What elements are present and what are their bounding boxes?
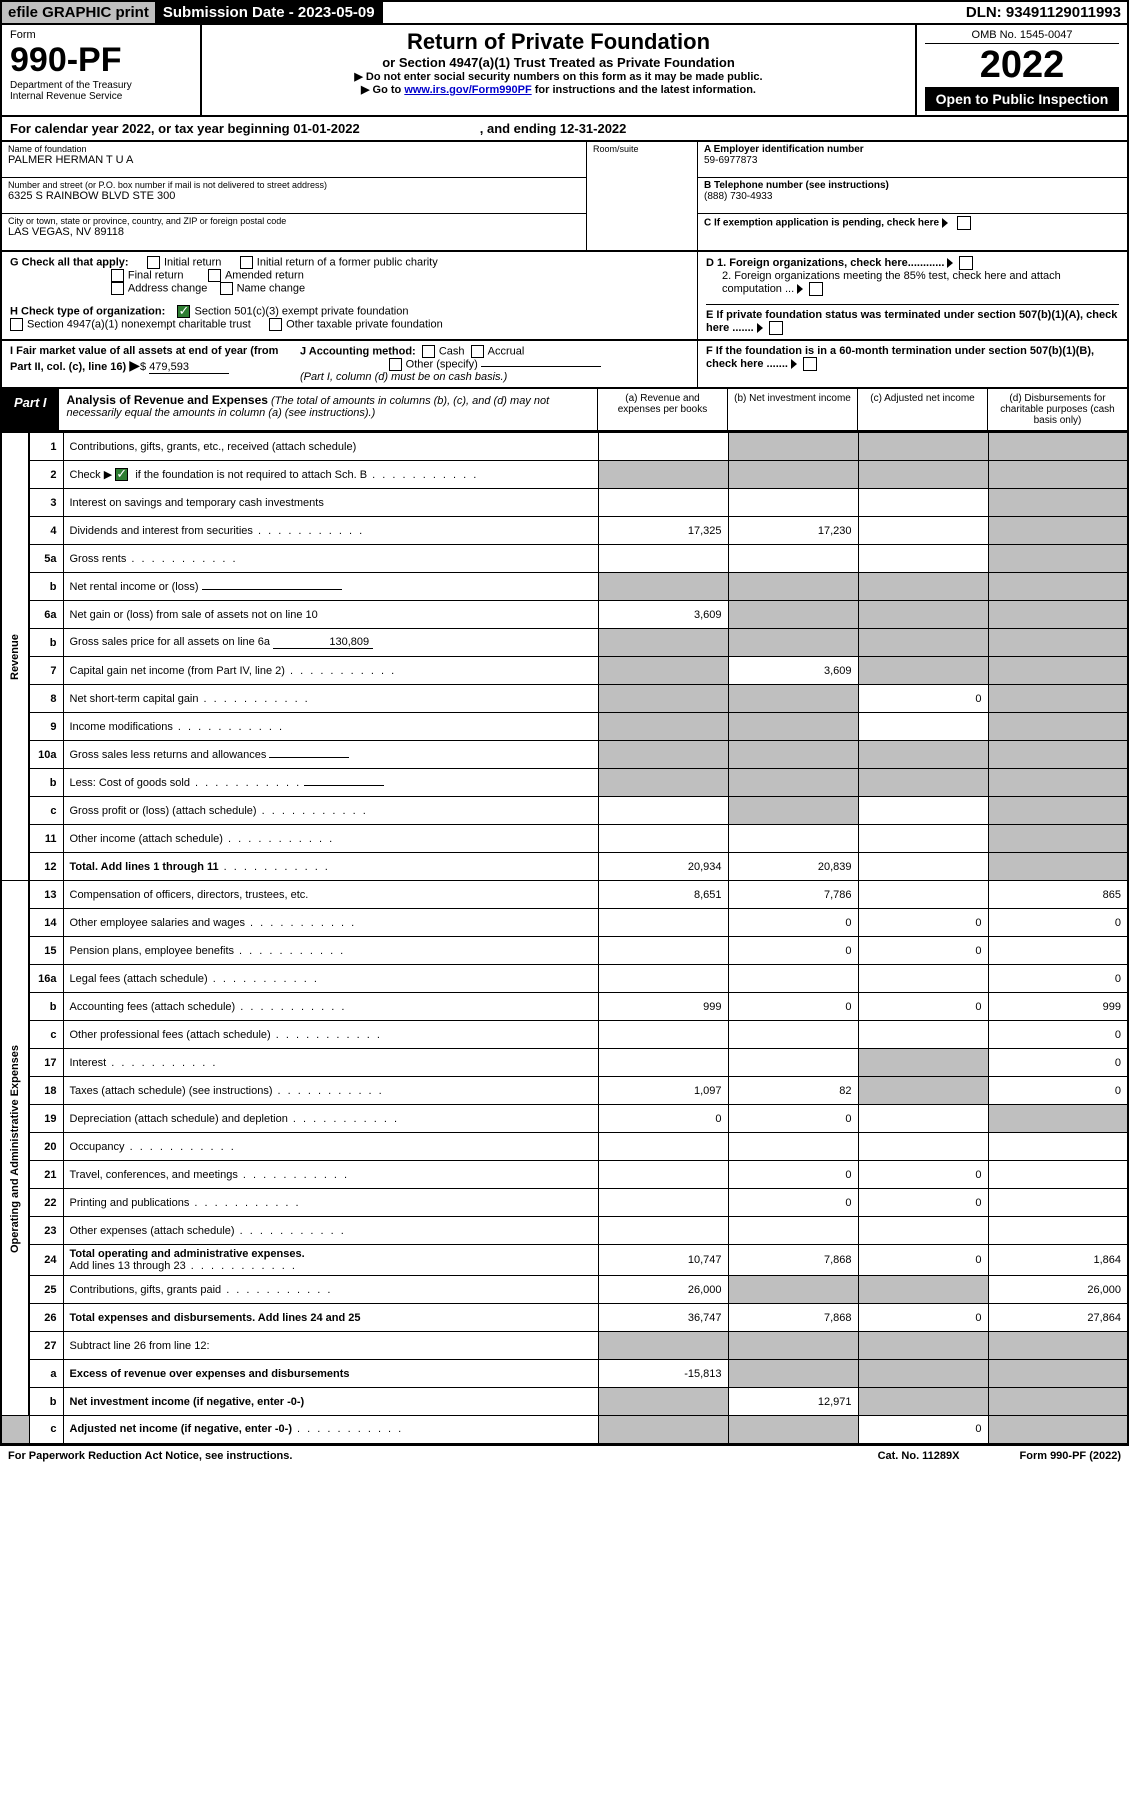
- cat-number: Cat. No. 11289X: [878, 1450, 960, 1462]
- part1-header: Part I Analysis of Revenue and Expenses …: [0, 389, 1129, 432]
- phone-value: (888) 730-4933: [704, 191, 1121, 202]
- d1-checkbox[interactable]: [959, 256, 973, 270]
- irs-label: Internal Revenue Service: [10, 91, 192, 102]
- form-title: Return of Private Foundation: [210, 29, 907, 55]
- dept-treasury: Department of the Treasury: [10, 80, 192, 91]
- col-b-hdr: (b) Net investment income: [727, 389, 857, 430]
- efile-print-btn[interactable]: efile GRAPHIC print: [2, 2, 157, 23]
- arrow-icon: [942, 218, 948, 228]
- submission-date: Submission Date - 2023-05-09: [157, 2, 383, 23]
- col-d-hdr: (d) Disbursements for charitable purpose…: [987, 389, 1127, 430]
- schb-chk[interactable]: [115, 468, 128, 481]
- name-label: Name of foundation: [8, 144, 580, 154]
- section-i-j-f: I Fair market value of all assets at end…: [0, 341, 1129, 389]
- col-c-hdr: (c) Adjusted net income: [857, 389, 987, 430]
- form-header: Form 990-PF Department of the Treasury I…: [0, 25, 1129, 117]
- form-word: Form: [10, 29, 192, 41]
- 501c3-chk[interactable]: [177, 305, 190, 318]
- page-footer: For Paperwork Reduction Act Notice, see …: [0, 1445, 1129, 1466]
- tax-year: 2022: [925, 44, 1119, 87]
- form-instr-1: ▶ Do not enter social security numbers o…: [210, 70, 907, 83]
- arrow-icon: [947, 258, 953, 268]
- form-number: 990-PF: [10, 41, 192, 80]
- g-label: G Check all that apply:: [10, 256, 129, 268]
- expenses-sidelabel: Operating and Administrative Expenses: [1, 881, 29, 1416]
- dln: DLN: 93491129011993: [960, 2, 1127, 23]
- col-a-hdr: (a) Revenue and expenses per books: [597, 389, 727, 430]
- calendar-year-row: For calendar year 2022, or tax year begi…: [0, 117, 1129, 142]
- ein-label: A Employer identification number: [704, 144, 1121, 155]
- e-checkbox[interactable]: [769, 321, 783, 335]
- j-note: (Part I, column (d) must be on cash basi…: [300, 371, 507, 383]
- d2-checkbox[interactable]: [809, 282, 823, 296]
- addr-label: Number and street (or P.O. box number if…: [8, 180, 580, 190]
- pra-notice: For Paperwork Reduction Act Notice, see …: [8, 1450, 292, 1462]
- address-change-chk[interactable]: [111, 282, 124, 295]
- 4947-chk[interactable]: [10, 318, 23, 331]
- form-subtitle: or Section 4947(a)(1) Trust Treated as P…: [210, 55, 907, 70]
- address: 6325 S RAINBOW BLVD STE 300: [8, 190, 580, 202]
- irs-link[interactable]: www.irs.gov/Form990PF: [404, 84, 531, 96]
- arrow-icon: [791, 359, 797, 369]
- j-label: J Accounting method:: [300, 345, 416, 357]
- other-taxable-chk[interactable]: [269, 318, 282, 331]
- city-state-zip: LAS VEGAS, NV 89118: [8, 226, 580, 238]
- form-instr-2: ▶ Go to www.irs.gov/Form990PF for instru…: [210, 83, 907, 96]
- part1-label: Part I: [2, 389, 59, 430]
- foundation-name: PALMER HERMAN T U A: [8, 154, 580, 166]
- other-method-chk[interactable]: [389, 358, 402, 371]
- h-label: H Check type of organization:: [10, 305, 165, 317]
- name-change-chk[interactable]: [220, 282, 233, 295]
- part1-table: Revenue 1Contributions, gifts, grants, e…: [0, 432, 1129, 1445]
- f-checkbox[interactable]: [803, 357, 817, 371]
- final-return-chk[interactable]: [111, 269, 124, 282]
- efile-header: efile GRAPHIC print Submission Date - 20…: [0, 0, 1129, 25]
- ein-value: 59-6977873: [704, 155, 1121, 166]
- fmv-value: 479,593: [149, 361, 229, 374]
- c-checkbox[interactable]: [957, 216, 971, 230]
- omb-number: OMB No. 1545-0047: [925, 29, 1119, 44]
- arrow-icon: [757, 323, 763, 333]
- amended-return-chk[interactable]: [208, 269, 221, 282]
- i-label: I Fair market value of all assets at end…: [10, 345, 278, 373]
- revenue-sidelabel: Revenue: [1, 433, 29, 881]
- gross-sales-6b: 130,809: [273, 636, 373, 649]
- form-ref: Form 990-PF (2022): [1020, 1450, 1122, 1462]
- section-g-h: G Check all that apply: Initial return I…: [0, 252, 1129, 341]
- accrual-chk[interactable]: [471, 345, 484, 358]
- c-label: C If exemption application is pending, c…: [704, 218, 939, 229]
- open-public: Open to Public Inspection: [925, 87, 1119, 111]
- room-suite-label: Room/suite: [587, 142, 697, 250]
- phone-label: B Telephone number (see instructions): [704, 180, 1121, 191]
- initial-former-chk[interactable]: [240, 256, 253, 269]
- entity-info: Name of foundation PALMER HERMAN T U A N…: [0, 142, 1129, 252]
- cash-chk[interactable]: [422, 345, 435, 358]
- initial-return-chk[interactable]: [147, 256, 160, 269]
- arrow-icon: [797, 284, 803, 294]
- city-label: City or town, state or province, country…: [8, 216, 580, 226]
